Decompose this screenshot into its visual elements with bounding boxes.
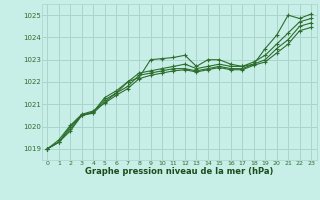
X-axis label: Graphe pression niveau de la mer (hPa): Graphe pression niveau de la mer (hPa) [85, 167, 273, 176]
